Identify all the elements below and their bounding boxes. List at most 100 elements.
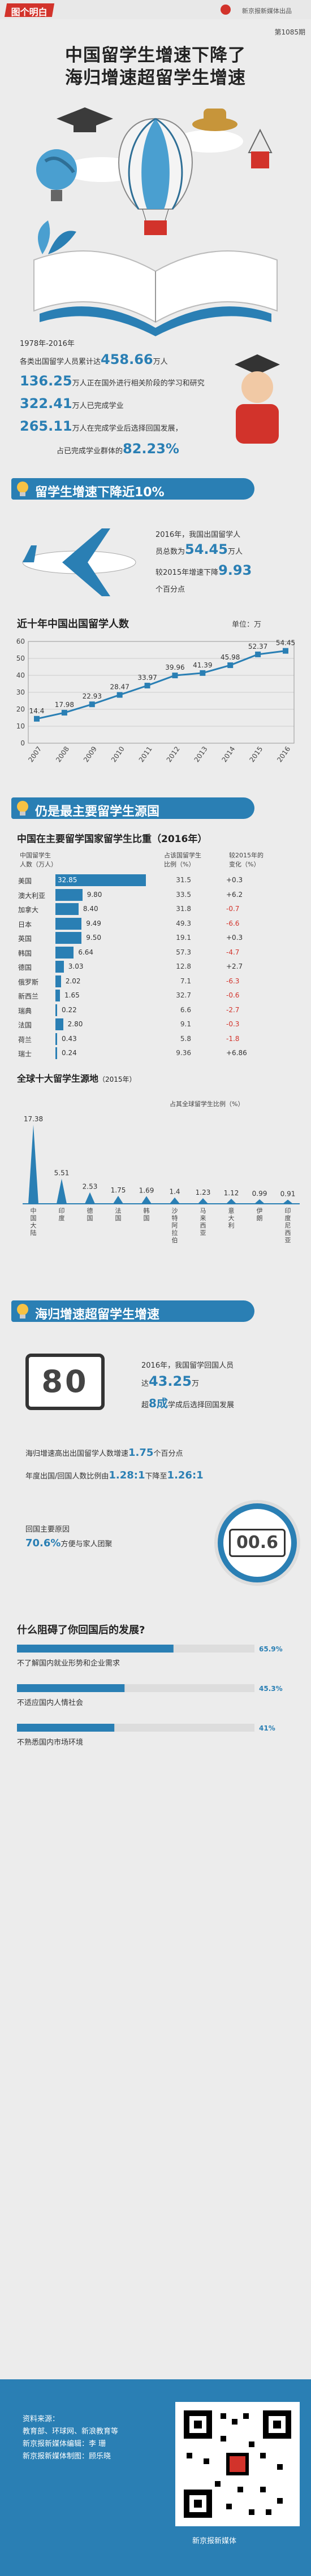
obstacles-bar-chart: 65.9% 不了解国内就业形势和企业需求 45.3% 不适应国内人情社会 41% 不熟悉国… [17, 1645, 283, 1747]
source-value-label: 5.51 [54, 1169, 70, 1177]
hot-air-balloon-icon [118, 118, 193, 235]
country-name: 美国 [18, 877, 32, 885]
banner-text: 仍是最主要留学生源国 [35, 805, 160, 819]
table-row: 德国 3.03 12.8 +2.7 [17, 960, 294, 974]
source-bar [85, 1192, 95, 1204]
x-tick-label: 2013 [193, 745, 209, 764]
student-count-value: 8.40 [83, 905, 98, 913]
table-row: 日本 9.49 49.3 -6.6 [17, 917, 294, 931]
source-category-label: 韩国 [144, 1207, 150, 1222]
country-name: 日本 [18, 920, 32, 929]
series-line [36, 650, 286, 720]
obstacle-label: 不熟悉国内市场环境 [17, 1738, 83, 1747]
yoy-change: -0.7 [226, 905, 240, 913]
yoy-change: -0.6 [226, 991, 240, 999]
x-tick-label: 2015 [248, 745, 264, 764]
source-category-label: 印度 [59, 1207, 65, 1222]
student-count-value: 6.64 [78, 948, 94, 956]
sec3-reason-label: 回国主要原因 [25, 1525, 70, 1534]
line-chart-title: 近十年中国出国留学人数 [17, 618, 129, 630]
country-name: 英国 [18, 935, 32, 943]
table-row: 新西兰 1.65 32.7 -0.6 [17, 988, 294, 1003]
source-category-label: 印度尼西亚 [285, 1207, 291, 1244]
student-count-bar [55, 946, 74, 959]
student-count-value: 1.65 [64, 991, 80, 999]
country-name: 德国 [18, 964, 32, 972]
graduation-cap-icon [57, 107, 113, 132]
yoy-change: -6.6 [226, 919, 240, 927]
data-point [255, 651, 261, 657]
sec3-ratio: 年度出国/回国人数比例由1.28:1下降至1.26:1 [25, 1469, 204, 1481]
student-count-value: 9.80 [87, 890, 102, 899]
plot-frame [28, 641, 295, 744]
round-clock-display: 00.6 [229, 1529, 286, 1557]
sec3-line-1: 2016年，我国留学回国人员 [141, 1361, 234, 1370]
obstacle-label: 不了解国内就业形势和企业需求 [17, 1659, 120, 1668]
header: 图个明白 新京报新媒体出品 [0, 0, 311, 19]
table-row: 瑞典 0.22 6.6 -2.7 [17, 1003, 294, 1017]
source-bar [113, 1195, 123, 1204]
x-tick-label: 2012 [165, 745, 182, 764]
share-percent: 6.6 [180, 1005, 191, 1014]
data-label: 22.93 [83, 692, 102, 700]
country-name: 瑞典 [18, 1007, 32, 1015]
banner-bar [11, 797, 254, 819]
yoy-change: +6.86 [226, 1049, 247, 1057]
footer-credits: 资料来源： 教育部、环球网、新浪教育等 新京报新媒体编辑：李 珊 新京报新媒体制… [23, 2415, 119, 2461]
source-category-label: 马来西亚 [200, 1207, 206, 1237]
share-percent: 9.1 [180, 1020, 191, 1028]
rocket-icon [248, 128, 273, 168]
student-count-bar [55, 975, 61, 987]
section-2-banner: 仍是最主要留学生源国 [0, 794, 311, 822]
source-value-label: 17.38 [24, 1115, 43, 1123]
table-row: 荷兰 0.43 5.8 -1.8 [17, 1032, 294, 1046]
intro-completed: 322.41万人已完成学业 [20, 396, 124, 411]
source-value-label: 2.53 [83, 1183, 98, 1191]
data-point [116, 692, 123, 698]
source-value-label: 1.4 [169, 1188, 180, 1196]
yoy-change: +2.7 [226, 962, 243, 970]
x-tick-label: 2008 [54, 745, 71, 764]
source-category-label: 意大利 [228, 1207, 235, 1229]
title-line-2: 海归增速超留学生增速 [65, 68, 246, 88]
source-value-label: 1.75 [111, 1186, 126, 1194]
x-tick-label: 2009 [82, 745, 98, 764]
student-count-bar [55, 888, 83, 901]
source-value-label: 1.23 [196, 1189, 211, 1196]
table-row: 英国 9.50 19.1 +0.3 [17, 931, 294, 945]
banner-bar [11, 1300, 254, 1322]
student-count-value: 9.49 [86, 919, 101, 927]
yoy-change: +6.2 [226, 890, 243, 899]
student-count-bar [55, 990, 61, 1001]
data-label: 45.98 [221, 653, 240, 661]
country-name: 法国 [18, 1021, 32, 1029]
student-count-bar [55, 1018, 63, 1030]
decorative-area [0, 1769, 311, 2379]
x-tick-label: 2011 [137, 745, 154, 764]
obstacle-label: 不适应国内人情社会 [17, 1698, 83, 1707]
sec3-growth: 海归增速高出出国留学人数增速1.75个百分点 [25, 1447, 183, 1459]
source-value-label: 1.12 [224, 1189, 239, 1197]
source-category-label: 中国大陆 [31, 1207, 37, 1237]
data-label: 54.45 [276, 639, 295, 647]
sec1-line-4: 个百分点 [156, 586, 185, 594]
lightbulb-icon [17, 801, 28, 816]
student-count-bar [55, 932, 82, 944]
data-label: 33.97 [137, 674, 157, 682]
share-percent: 31.8 [176, 905, 191, 913]
country-name: 荷兰 [18, 1035, 32, 1044]
col2-header: 占该国留学生 比例（%） [164, 852, 201, 868]
share-percent: 12.8 [176, 962, 191, 970]
y-tick-label: 60 [16, 638, 25, 645]
student-count-value: 2.02 [65, 977, 81, 985]
data-label: 28.47 [110, 683, 129, 691]
share-percent: 57.3 [176, 948, 191, 956]
source-bar [283, 1199, 293, 1204]
share-percent: 31.5 [176, 876, 191, 884]
y-tick-label: 50 [16, 654, 25, 662]
col3-header: 较2015年的 变化（%） [229, 852, 264, 868]
table-row: 瑞士 0.24 9.36 +6.86 [17, 1046, 294, 1060]
yoy-change: +0.3 [226, 934, 243, 942]
source-bar [198, 1198, 208, 1204]
